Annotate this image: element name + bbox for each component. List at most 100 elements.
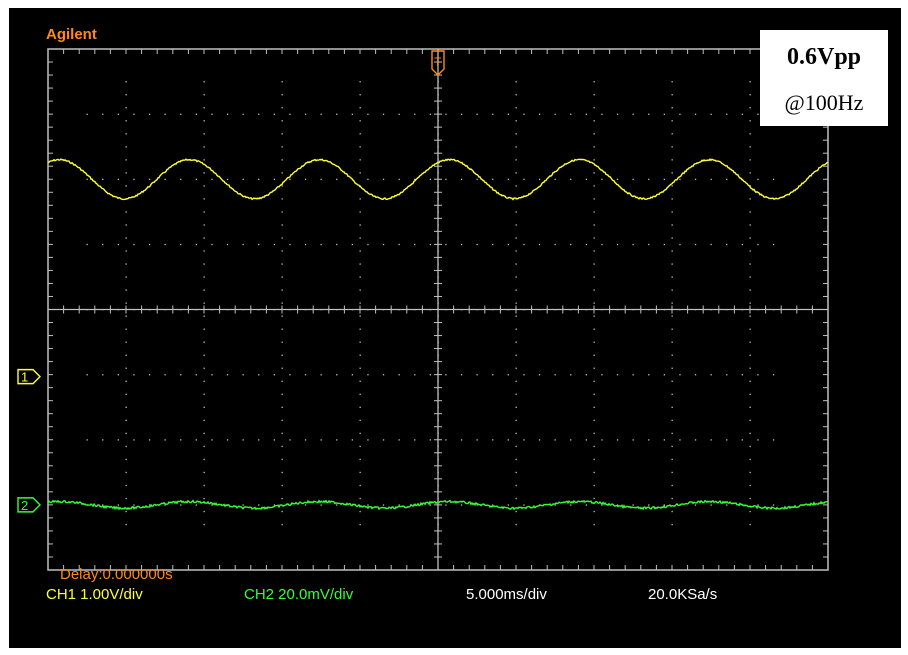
grid-dot [492, 243, 494, 246]
grid-dot [304, 178, 307, 181]
grid-dot [226, 309, 229, 311]
grid-dot [180, 113, 182, 115]
grid-dot [749, 367, 751, 369]
grid-dot [671, 406, 673, 408]
grid-dot [125, 471, 127, 474]
grid-dot [125, 432, 127, 435]
grid-dot [414, 243, 416, 246]
grid-dot [749, 276, 751, 278]
grid-dot [125, 458, 127, 461]
ch1-scale-readout: CH1 1.00V/div [46, 586, 143, 603]
grid-dot [749, 146, 751, 148]
grid-dot [726, 309, 728, 311]
grid-dot [367, 374, 369, 376]
grid-dot [570, 113, 572, 115]
grid-dot [304, 374, 307, 376]
grid-dot [593, 289, 595, 291]
grid-dot [195, 374, 197, 376]
grid-dot [515, 458, 517, 461]
grid-dot [133, 504, 135, 506]
grid-dot [593, 471, 595, 474]
grid-dot [351, 439, 353, 441]
grid-dot [671, 133, 673, 135]
grid-dot [445, 309, 447, 311]
grid-dot [749, 380, 751, 382]
grid-dot [671, 510, 673, 513]
grid-dot [359, 523, 361, 526]
grid-dot [398, 309, 400, 311]
grid-dot [414, 113, 416, 115]
grid-dot [242, 113, 244, 115]
grid-dot [281, 146, 283, 148]
grid-dot [671, 380, 673, 382]
grid-dot [336, 504, 338, 506]
grid-dot [726, 439, 728, 441]
grid-dot [289, 374, 291, 376]
grid-dot [523, 113, 525, 115]
grid-dot [476, 309, 478, 311]
grid-dot [726, 504, 728, 506]
grid-dot [367, 504, 369, 506]
grid-dot [242, 243, 244, 246]
grid-dot [195, 113, 197, 115]
grid-dot [320, 374, 322, 376]
grid-dot [86, 309, 88, 311]
grid-dot [148, 243, 151, 246]
grid-dot [382, 113, 385, 115]
grid-dot [359, 367, 361, 369]
grid-dot [694, 309, 697, 311]
grid-dot [242, 504, 244, 506]
grid-dot [515, 471, 517, 474]
grid-dot [281, 107, 283, 109]
grid-dot [749, 497, 751, 500]
grid-dot [710, 374, 712, 376]
grid-dot [351, 374, 353, 376]
grid-dot [749, 510, 751, 513]
grid-dot [593, 107, 595, 109]
grid-dot [304, 243, 307, 246]
grid-dot [460, 309, 463, 311]
grid-dot [679, 113, 681, 115]
grid-dot [757, 439, 759, 441]
grid-dot [741, 309, 743, 311]
frequency-label: @100Hz [784, 90, 864, 115]
grid-dot [741, 243, 743, 246]
grid-dot [125, 367, 127, 369]
grid-dot [538, 178, 541, 181]
grid-dot [359, 133, 361, 135]
grid-dot [523, 309, 525, 311]
grid-dot [671, 120, 673, 122]
grid-dot [437, 211, 439, 213]
grid-dot [359, 107, 361, 109]
grid-dot [749, 107, 751, 109]
graticule [47, 48, 829, 571]
grid-dot [258, 439, 260, 441]
grid-dot [180, 439, 182, 441]
grid-dot [429, 309, 431, 311]
grid-dot [437, 185, 439, 187]
grid-dot [281, 471, 283, 474]
grid-dot [694, 178, 697, 181]
grid-dot [359, 146, 361, 148]
grid-dot [281, 419, 283, 422]
grid-dot [515, 315, 517, 317]
grid-dot [211, 374, 213, 376]
grid-dot [648, 178, 650, 181]
grid-dot [437, 419, 439, 422]
grid-dot [663, 309, 665, 311]
grid-dot [749, 523, 751, 526]
grid-dot [203, 250, 205, 252]
grid-dot [772, 178, 775, 181]
grid-dot [203, 497, 205, 500]
grid-dot [437, 263, 439, 265]
ch1-marker: 1 [17, 368, 41, 385]
grid-dot [437, 302, 439, 304]
grid-dot [593, 120, 595, 122]
grid-dot [359, 393, 361, 395]
grid-dot [429, 374, 431, 376]
grid-dot [102, 243, 104, 246]
grid-dot [125, 484, 127, 487]
grid-dot [273, 504, 275, 506]
grid-dot [585, 374, 587, 376]
grid-dot [125, 159, 127, 161]
